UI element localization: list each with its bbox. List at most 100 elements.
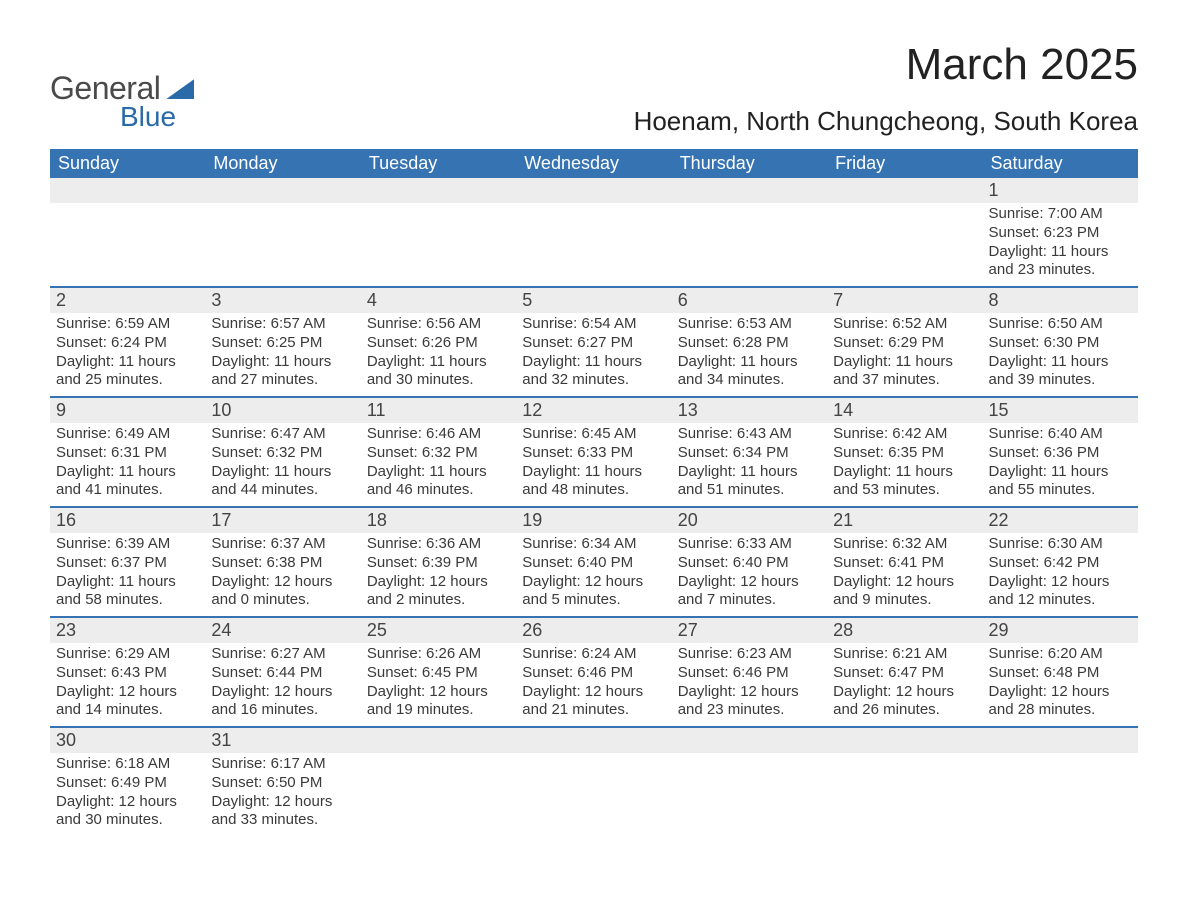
- day-content: Sunrise: 6:23 AMSunset: 6:46 PMDaylight:…: [672, 643, 827, 726]
- sunrise-text: Sunrise: 6:27 AM: [211, 645, 354, 664]
- day-cell: 3Sunrise: 6:57 AMSunset: 6:25 PMDaylight…: [205, 287, 360, 397]
- sunset-text: Sunset: 6:27 PM: [522, 334, 665, 353]
- sunrise-text: Sunrise: 6:29 AM: [56, 645, 199, 664]
- week-row: 9Sunrise: 6:49 AMSunset: 6:31 PMDaylight…: [50, 397, 1138, 507]
- title-block: March 2025 Hoenam, North Chungcheong, So…: [634, 40, 1138, 137]
- sunrise-text: Sunrise: 6:21 AM: [833, 645, 976, 664]
- daylight-text: Daylight: 11 hours and 58 minutes.: [56, 573, 199, 611]
- sunset-text: Sunset: 6:37 PM: [56, 554, 199, 573]
- daylight-text: Daylight: 11 hours and 55 minutes.: [989, 463, 1132, 501]
- sunrise-text: Sunrise: 6:18 AM: [56, 755, 199, 774]
- sunrise-text: Sunrise: 6:43 AM: [678, 425, 821, 444]
- daylight-text: Daylight: 11 hours and 41 minutes.: [56, 463, 199, 501]
- day-cell: 8Sunrise: 6:50 AMSunset: 6:30 PMDaylight…: [983, 287, 1138, 397]
- day-number: 30: [50, 728, 205, 753]
- day-cell: 6Sunrise: 6:53 AMSunset: 6:28 PMDaylight…: [672, 287, 827, 397]
- day-content: [50, 203, 205, 211]
- day-number: [516, 728, 671, 753]
- day-cell: 15Sunrise: 6:40 AMSunset: 6:36 PMDayligh…: [983, 397, 1138, 507]
- day-cell: 23 Sunrise: 6:29 AMSunset: 6:43 PMDayligh…: [50, 617, 205, 727]
- weekday-header: Tuesday: [361, 149, 516, 178]
- day-content: [516, 753, 671, 761]
- daylight-text: Daylight: 12 hours and 23 minutes.: [678, 683, 821, 721]
- day-content: [672, 203, 827, 211]
- day-content: Sunrise: 6:30 AMSunset: 6:42 PMDaylight:…: [983, 533, 1138, 616]
- weekday-header: Monday: [205, 149, 360, 178]
- day-number: 28: [827, 618, 982, 643]
- daylight-text: Daylight: 11 hours and 51 minutes.: [678, 463, 821, 501]
- day-number: [672, 178, 827, 203]
- sunset-text: Sunset: 6:43 PM: [56, 664, 199, 683]
- sunset-text: Sunset: 6:33 PM: [522, 444, 665, 463]
- daylight-text: Daylight: 12 hours and 12 minutes.: [989, 573, 1132, 611]
- day-cell: [983, 727, 1138, 836]
- day-cell: 31Sunrise: 6:17 AMSunset: 6:50 PMDayligh…: [205, 727, 360, 836]
- sunrise-text: Sunrise: 6:56 AM: [367, 315, 510, 334]
- daylight-text: Daylight: 11 hours and 48 minutes.: [522, 463, 665, 501]
- day-content: Sunrise: 6:52 AMSunset: 6:29 PMDaylight:…: [827, 313, 982, 396]
- day-number: 7: [827, 288, 982, 313]
- weekday-header: Thursday: [672, 149, 827, 178]
- daylight-text: Daylight: 12 hours and 33 minutes.: [211, 793, 354, 831]
- day-content: [516, 203, 671, 211]
- day-number: 20: [672, 508, 827, 533]
- daylight-text: Daylight: 12 hours and 9 minutes.: [833, 573, 976, 611]
- daylight-text: Daylight: 12 hours and 26 minutes.: [833, 683, 976, 721]
- sunset-text: Sunset: 6:26 PM: [367, 334, 510, 353]
- sunset-text: Sunset: 6:32 PM: [211, 444, 354, 463]
- calendar-table: Sunday Monday Tuesday Wednesday Thursday…: [50, 149, 1138, 836]
- location: Hoenam, North Chungcheong, South Korea: [634, 106, 1138, 137]
- sunset-text: Sunset: 6:38 PM: [211, 554, 354, 573]
- day-number: 9: [50, 398, 205, 423]
- day-number: 29: [983, 618, 1138, 643]
- day-number: 23: [50, 618, 205, 643]
- daylight-text: Daylight: 12 hours and 0 minutes.: [211, 573, 354, 611]
- day-content: Sunrise: 6:40 AMSunset: 6:36 PMDaylight:…: [983, 423, 1138, 506]
- header: General Blue March 2025 Hoenam, North Ch…: [50, 40, 1138, 137]
- day-cell: [672, 178, 827, 287]
- daylight-text: Daylight: 11 hours and 34 minutes.: [678, 353, 821, 391]
- weekday-header: Friday: [827, 149, 982, 178]
- daylight-text: Daylight: 11 hours and 39 minutes.: [989, 353, 1132, 391]
- sunrise-text: Sunrise: 6:47 AM: [211, 425, 354, 444]
- sunrise-text: Sunrise: 6:46 AM: [367, 425, 510, 444]
- day-number: [361, 728, 516, 753]
- day-number: 25: [361, 618, 516, 643]
- sunrise-text: Sunrise: 6:49 AM: [56, 425, 199, 444]
- day-number: 11: [361, 398, 516, 423]
- day-number: 8: [983, 288, 1138, 313]
- daylight-text: Daylight: 12 hours and 30 minutes.: [56, 793, 199, 831]
- daylight-text: Daylight: 12 hours and 14 minutes.: [56, 683, 199, 721]
- sunrise-text: Sunrise: 6:32 AM: [833, 535, 976, 554]
- day-number: [516, 178, 671, 203]
- sunset-text: Sunset: 6:49 PM: [56, 774, 199, 793]
- day-content: Sunrise: 6:49 AMSunset: 6:31 PMDaylight:…: [50, 423, 205, 506]
- sunrise-text: Sunrise: 6:30 AM: [989, 535, 1132, 554]
- day-cell: 5Sunrise: 6:54 AMSunset: 6:27 PMDaylight…: [516, 287, 671, 397]
- day-cell: 25Sunrise: 6:26 AMSunset: 6:45 PMDayligh…: [361, 617, 516, 727]
- daylight-text: Daylight: 12 hours and 5 minutes.: [522, 573, 665, 611]
- day-content: Sunrise: 6:47 AMSunset: 6:32 PMDaylight:…: [205, 423, 360, 506]
- sunrise-text: Sunrise: 6:17 AM: [211, 755, 354, 774]
- week-row: 30Sunrise: 6:18 AMSunset: 6:49 PMDayligh…: [50, 727, 1138, 836]
- sunrise-text: Sunrise: 6:34 AM: [522, 535, 665, 554]
- day-number: 27: [672, 618, 827, 643]
- day-content: Sunrise: 6:36 AMSunset: 6:39 PMDaylight:…: [361, 533, 516, 616]
- sunset-text: Sunset: 6:24 PM: [56, 334, 199, 353]
- sunrise-text: Sunrise: 6:40 AM: [989, 425, 1132, 444]
- daylight-text: Daylight: 12 hours and 16 minutes.: [211, 683, 354, 721]
- day-number: 10: [205, 398, 360, 423]
- day-content: Sunrise: 6:50 AMSunset: 6:30 PMDaylight:…: [983, 313, 1138, 396]
- sunrise-text: Sunrise: 6:54 AM: [522, 315, 665, 334]
- day-number: [361, 178, 516, 203]
- day-cell: 11Sunrise: 6:46 AMSunset: 6:32 PMDayligh…: [361, 397, 516, 507]
- day-number: 18: [361, 508, 516, 533]
- day-number: 19: [516, 508, 671, 533]
- day-content: Sunrise: 6:27 AMSunset: 6:44 PMDaylight:…: [205, 643, 360, 726]
- daylight-text: Daylight: 11 hours and 23 minutes.: [989, 243, 1132, 281]
- day-number: 5: [516, 288, 671, 313]
- day-cell: 9Sunrise: 6:49 AMSunset: 6:31 PMDaylight…: [50, 397, 205, 507]
- day-content: Sunrise: 6:43 AMSunset: 6:34 PMDaylight:…: [672, 423, 827, 506]
- day-content: Sunrise: 6:26 AMSunset: 6:45 PMDaylight:…: [361, 643, 516, 726]
- day-number: 1: [983, 178, 1138, 203]
